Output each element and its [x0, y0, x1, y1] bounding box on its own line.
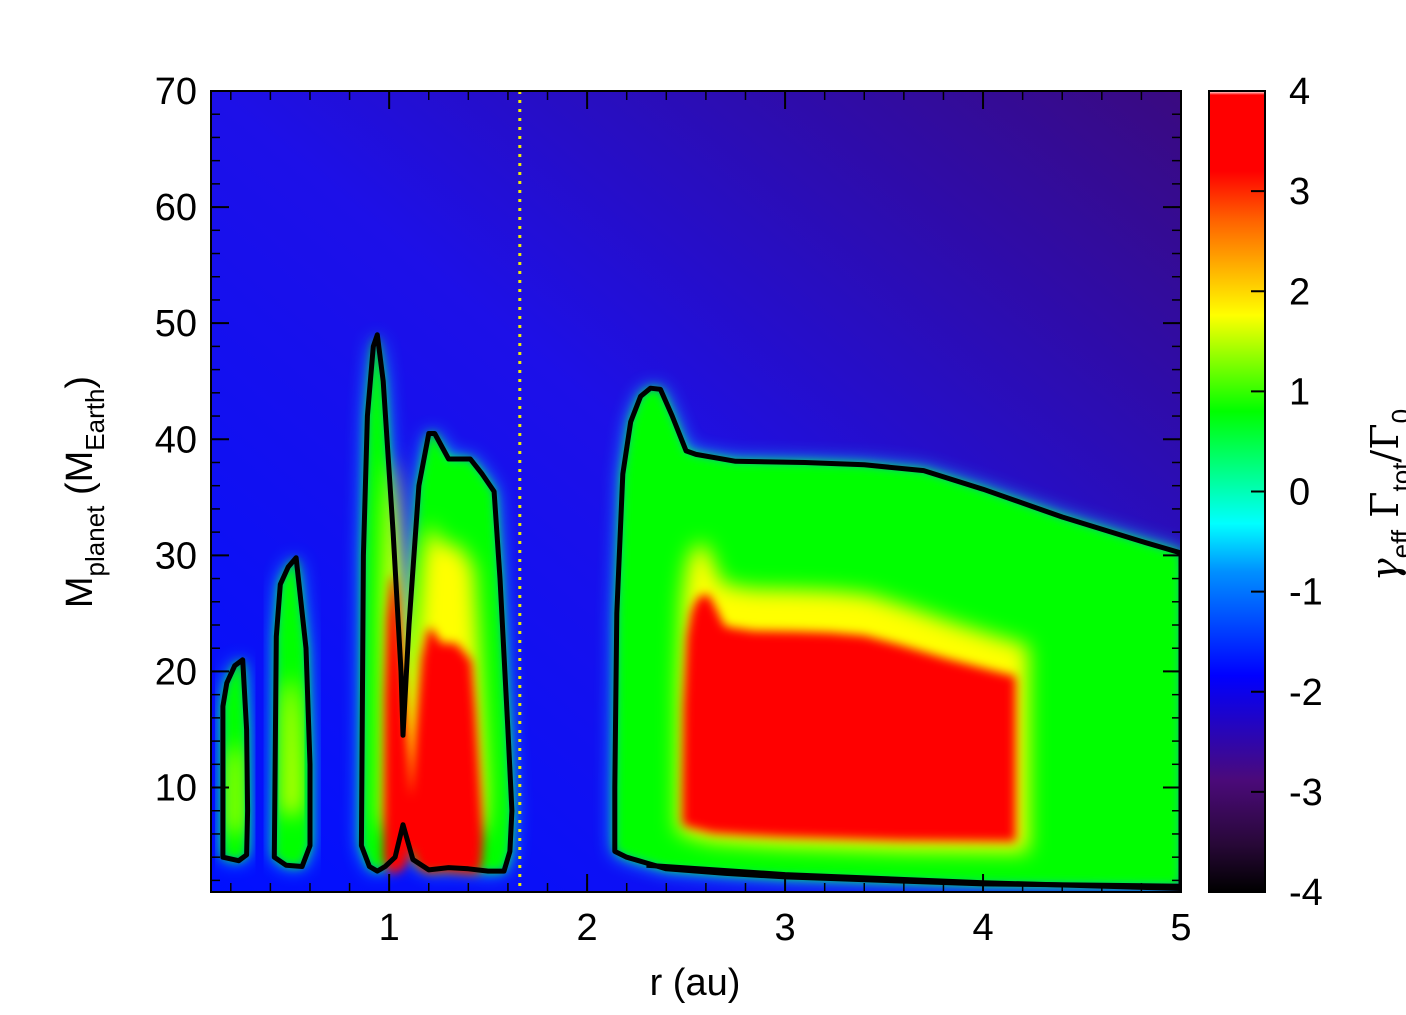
contour-region-1 — [220, 657, 251, 864]
colorbar-tick-label: -4 — [1289, 872, 1323, 914]
lower-contour — [646, 862, 1181, 891]
y-tick-label: 20 — [155, 651, 197, 693]
colorbar-tick-label: 1 — [1289, 371, 1310, 413]
colorbar-tick-label: 4 — [1289, 71, 1310, 113]
colorbar-tick-label: 2 — [1289, 271, 1310, 313]
x-tick-label: 4 — [972, 907, 993, 949]
y-title-mid: (M — [59, 451, 101, 506]
y-title-end: ) — [59, 376, 101, 389]
x-tick-label: 3 — [775, 907, 796, 949]
contour-region-3 — [358, 332, 515, 874]
contour-region-4 — [612, 385, 1181, 889]
colorbar-tick-label: 0 — [1289, 472, 1310, 514]
x-tick-label: 5 — [1170, 907, 1191, 949]
cbar-zero-sub: 0 — [1386, 409, 1406, 423]
colorbar-tick-label: 3 — [1289, 171, 1310, 213]
colorbar-ticks: 4 3 2 1 0 -1 -2 -3 -4 — [1251, 71, 1323, 914]
cbar-slash-Gamma: /Γ — [1363, 423, 1406, 462]
colorbar-tick-label: -1 — [1289, 572, 1323, 614]
red-region-3 — [383, 573, 484, 874]
y-axis-title: Mplanet (MEarth) — [59, 376, 110, 608]
y-tick-label: 70 — [155, 71, 197, 113]
plot-frame — [210, 90, 1182, 893]
yellow-region-1 — [229, 742, 241, 834]
x-tick-label: 1 — [379, 907, 400, 949]
y-title-main: M — [59, 576, 101, 608]
y-axis: 10 20 30 40 50 60 70 — [155, 71, 1181, 882]
colorbar-tick-label: -3 — [1289, 772, 1323, 814]
cbar-tot-sub: tot — [1386, 462, 1406, 492]
y-title-sub1: planet — [80, 505, 110, 577]
yellow-region-2 — [283, 676, 300, 816]
colorbar-tick-label: -2 — [1289, 672, 1323, 714]
x-axis-title: r (au) — [650, 962, 741, 1004]
y-title-sub2: Earth — [80, 389, 110, 451]
red-region-4 — [682, 594, 1016, 842]
y-tick-label: 10 — [155, 768, 197, 810]
colorbar-title: γeff Γtot/Γ0 — [1363, 409, 1406, 581]
y-tick-label: 60 — [155, 187, 197, 229]
y-tick-label: 40 — [155, 419, 197, 461]
heatmap-field — [211, 91, 1181, 892]
cbar-Gamma: Γ — [1363, 491, 1406, 529]
cbar-gamma-sub: eff — [1386, 529, 1406, 558]
zero-contours — [220, 332, 1181, 891]
y-tick-label: 50 — [155, 303, 197, 345]
contour-region-2 — [271, 555, 313, 869]
x-axis: 1 2 3 4 5 — [230, 91, 1192, 949]
y-tick-label: 30 — [155, 535, 197, 577]
x-tick-label: 2 — [577, 907, 598, 949]
cbar-gamma: γ — [1363, 558, 1406, 581]
